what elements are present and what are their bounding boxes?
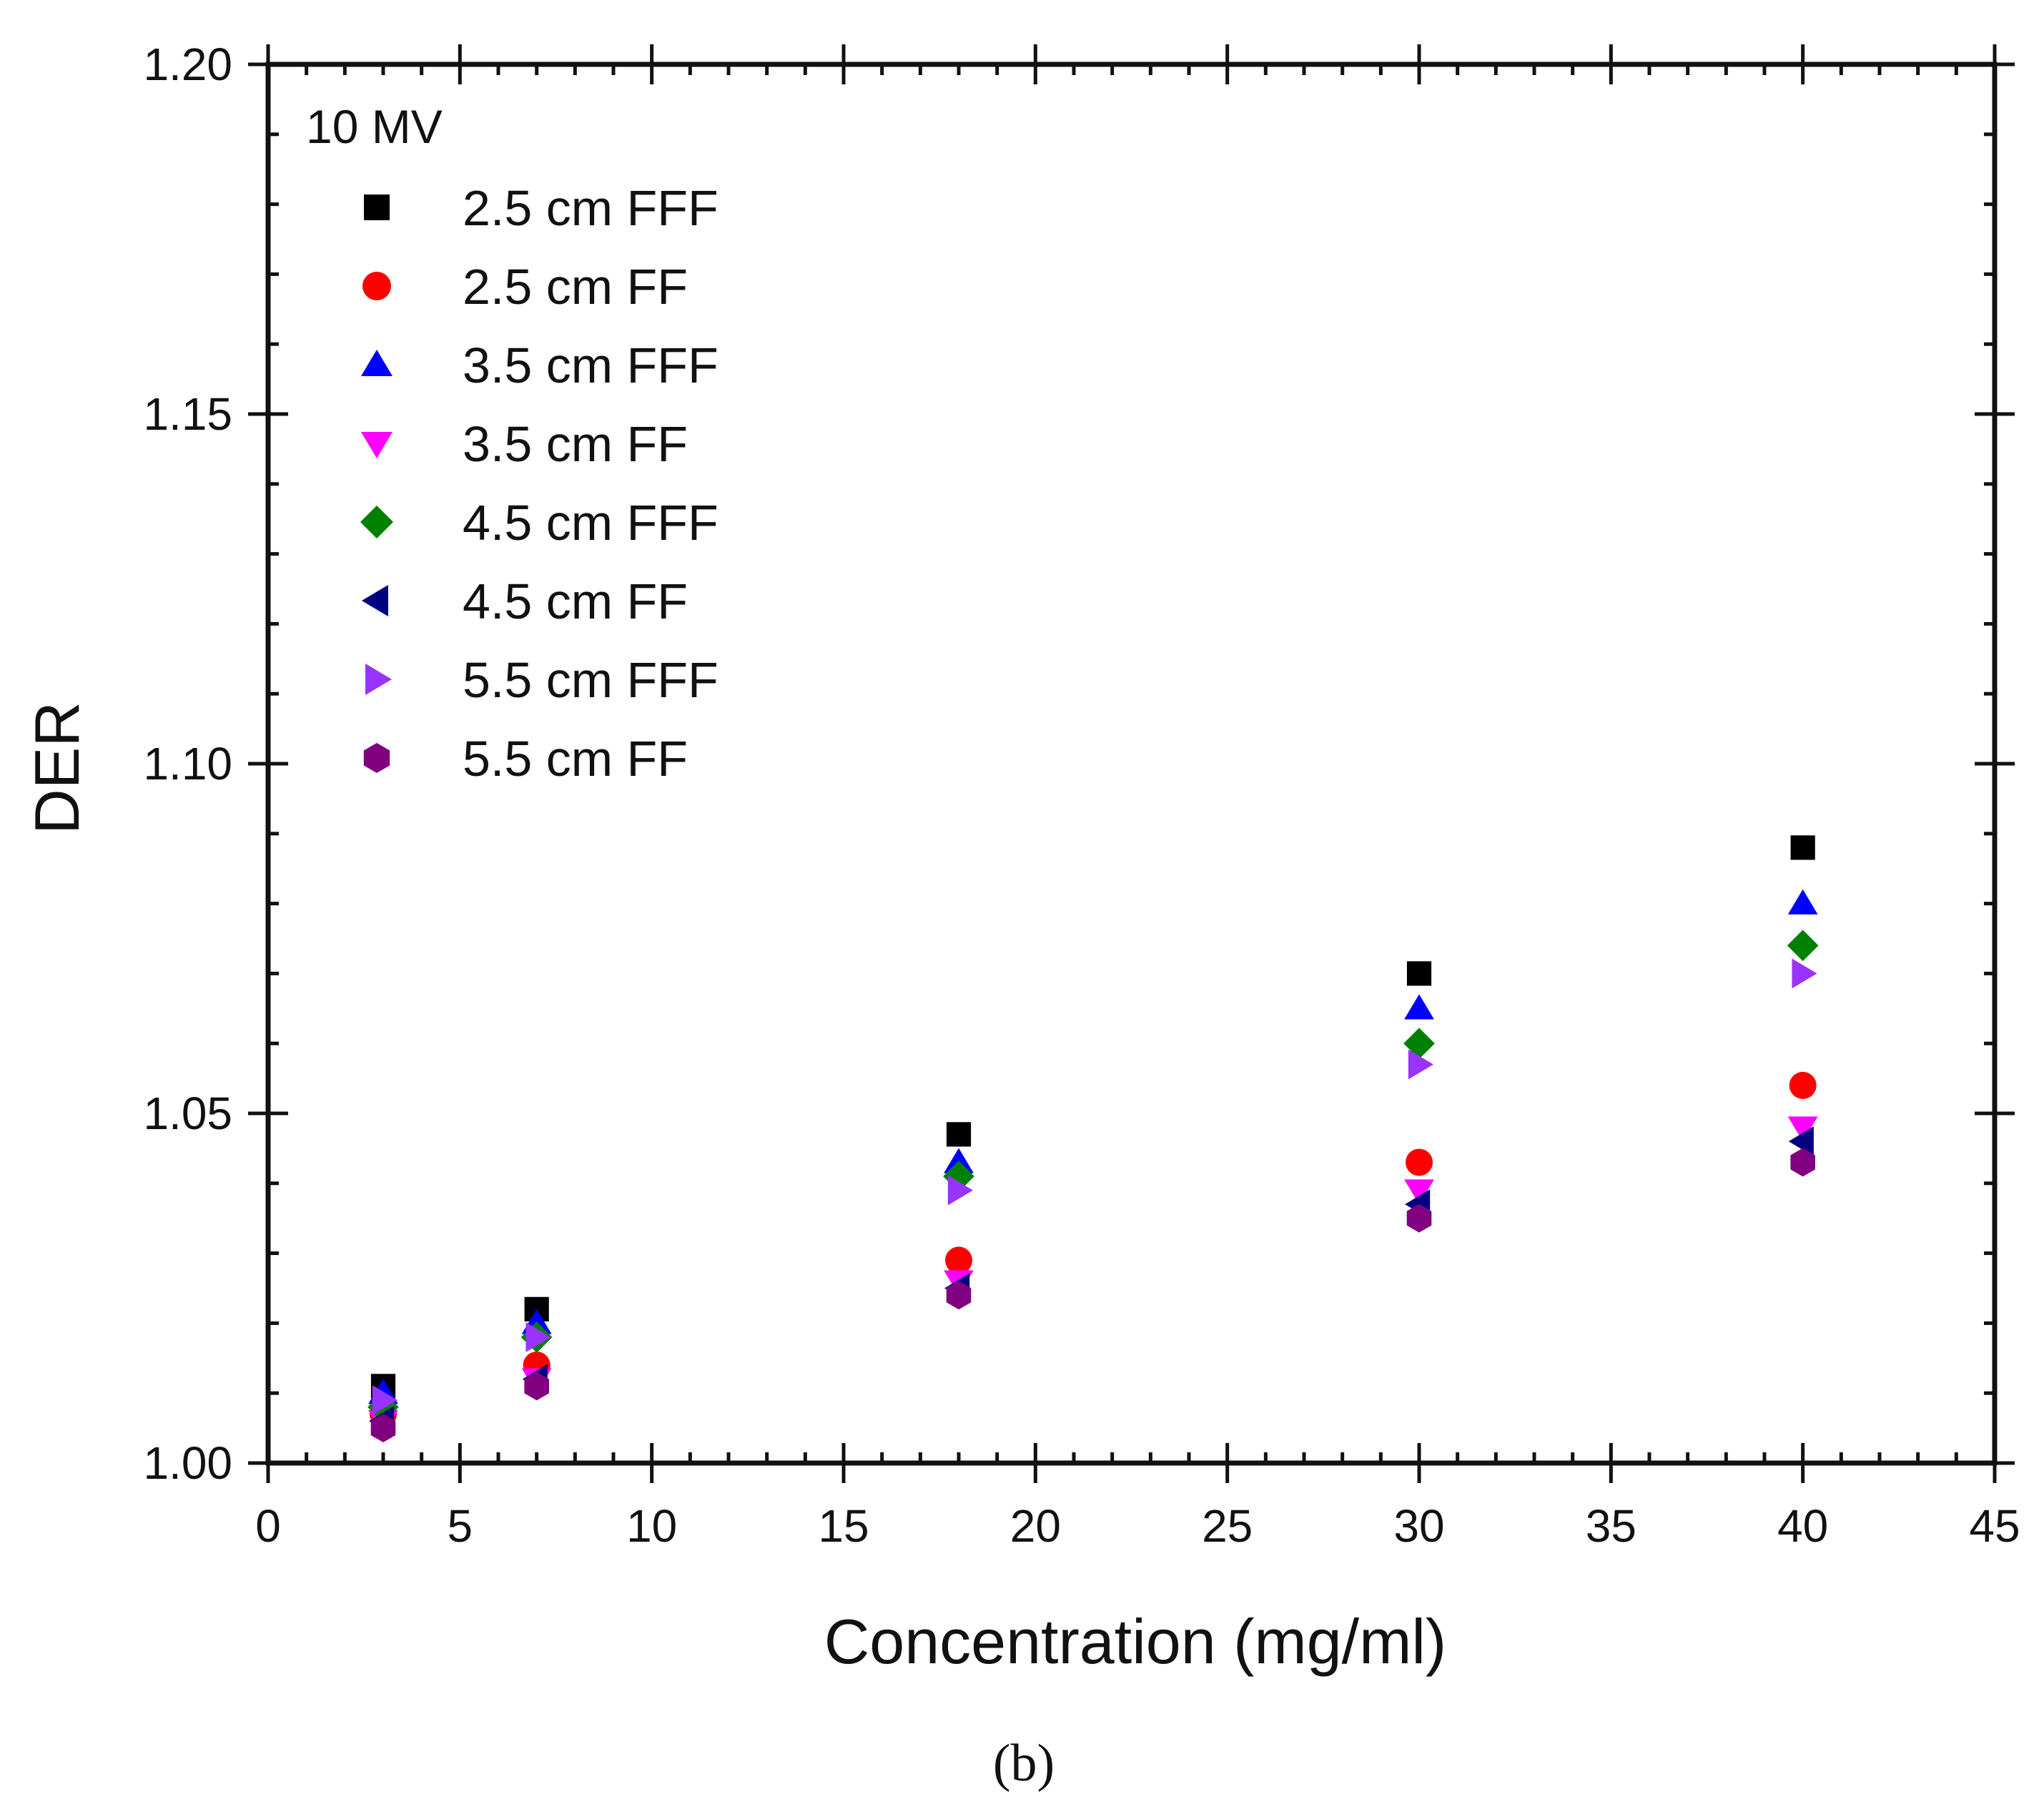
y-tick-label: 1.20 [143, 39, 232, 90]
data-point [944, 1148, 974, 1173]
legend-marker [362, 585, 388, 616]
x-tick-label: 30 [1393, 1500, 1444, 1552]
legend-marker [363, 743, 390, 773]
y-tick-label: 1.00 [143, 1437, 232, 1489]
data-point [945, 1246, 972, 1274]
series-2 [368, 889, 1818, 1404]
legend-item: 5.5 cm FF [363, 731, 688, 787]
legend-marker [364, 195, 390, 220]
legend-label: 3.5 cm FFF [463, 338, 719, 393]
data-point [525, 1322, 551, 1352]
data-point [1406, 961, 1432, 986]
data-point [946, 1281, 972, 1310]
data-point [1403, 1028, 1435, 1060]
x-tick-label: 5 [448, 1500, 473, 1552]
beam-energy-annotation: 10 MV [306, 100, 443, 153]
data-points [367, 835, 1819, 1443]
data-point [1406, 1203, 1432, 1233]
legend-item: 3.5 cm FFF [361, 338, 719, 393]
x-tick-label: 10 [626, 1500, 677, 1552]
x-tick-label: 25 [1202, 1500, 1253, 1552]
panel-label: (b) [993, 1734, 1055, 1793]
series-1 [370, 1071, 1817, 1428]
series-3 [368, 1116, 1818, 1436]
legend-marker [360, 506, 393, 538]
legend-label: 5.5 cm FF [463, 731, 688, 787]
legend-marker [361, 432, 392, 458]
y-tick-label: 1.15 [143, 388, 232, 440]
data-point [947, 1175, 973, 1206]
legend-label: 3.5 cm FF [463, 416, 688, 472]
data-point [1404, 1179, 1434, 1205]
x-tick-label: 45 [1969, 1500, 2020, 1552]
data-point [372, 1385, 398, 1415]
legend-label: 4.5 cm FF [463, 573, 688, 629]
series-0 [370, 835, 1815, 1399]
legend-item: 5.5 cm FFF [365, 652, 719, 708]
x-tick-label: 20 [1010, 1500, 1061, 1552]
data-point [1408, 1049, 1433, 1080]
data-point [1789, 1071, 1817, 1099]
legend-item: 2.5 cm FFF [364, 180, 719, 236]
data-point [946, 1122, 972, 1147]
legend-item: 2.5 cm FF [362, 259, 688, 315]
legend-marker [361, 350, 392, 376]
legend-label: 5.5 cm FFF [463, 652, 719, 708]
legend-item: 4.5 cm FFF [360, 495, 719, 551]
legend-label: 2.5 cm FFF [463, 180, 719, 236]
series-7 [370, 1148, 1815, 1443]
legend-marker [362, 272, 391, 300]
data-point [1788, 1126, 1814, 1157]
data-point [1790, 1148, 1815, 1177]
y-tick-label: 1.05 [143, 1088, 232, 1139]
series-4 [367, 930, 1819, 1423]
legend-item: 3.5 cm FF [361, 416, 688, 472]
data-point [1792, 958, 1817, 989]
data-point [943, 1161, 974, 1192]
y-tick-label: 1.10 [143, 738, 232, 789]
data-point [370, 1414, 396, 1443]
data-point [1404, 994, 1434, 1020]
tick-labels: 0 5 10 15 20 25 30 35 40 45 1.00 1.05 1.10 1.15 1.20 [143, 39, 2020, 1552]
series-6 [372, 958, 1817, 1415]
legend: 2.5 cm FFF 2.5 cm FF 3.5 cm FFF 3.5 cm FF 4.… [360, 180, 719, 787]
y-axis-title: DER [21, 701, 92, 834]
data-point [1787, 930, 1819, 962]
data-point [1406, 1148, 1433, 1176]
x-tick-label: 40 [1777, 1500, 1828, 1552]
data-point [524, 1372, 549, 1401]
x-tick-label: 0 [255, 1500, 281, 1552]
legend-label: 4.5 cm FFF [463, 495, 719, 551]
data-point [1787, 889, 1818, 915]
x-axis-title: Concentration (mg/ml) [824, 1606, 1447, 1677]
plot-frame [265, 61, 1998, 1466]
series-5 [369, 1126, 1814, 1437]
data-point [1790, 835, 1815, 860]
x-tick-label: 35 [1586, 1500, 1636, 1552]
legend-marker [365, 664, 392, 695]
x-tick-label: 15 [818, 1500, 869, 1552]
data-point [1787, 1116, 1818, 1142]
legend-label: 2.5 cm FF [463, 259, 688, 315]
legend-item: 4.5 cm FF [362, 573, 688, 629]
